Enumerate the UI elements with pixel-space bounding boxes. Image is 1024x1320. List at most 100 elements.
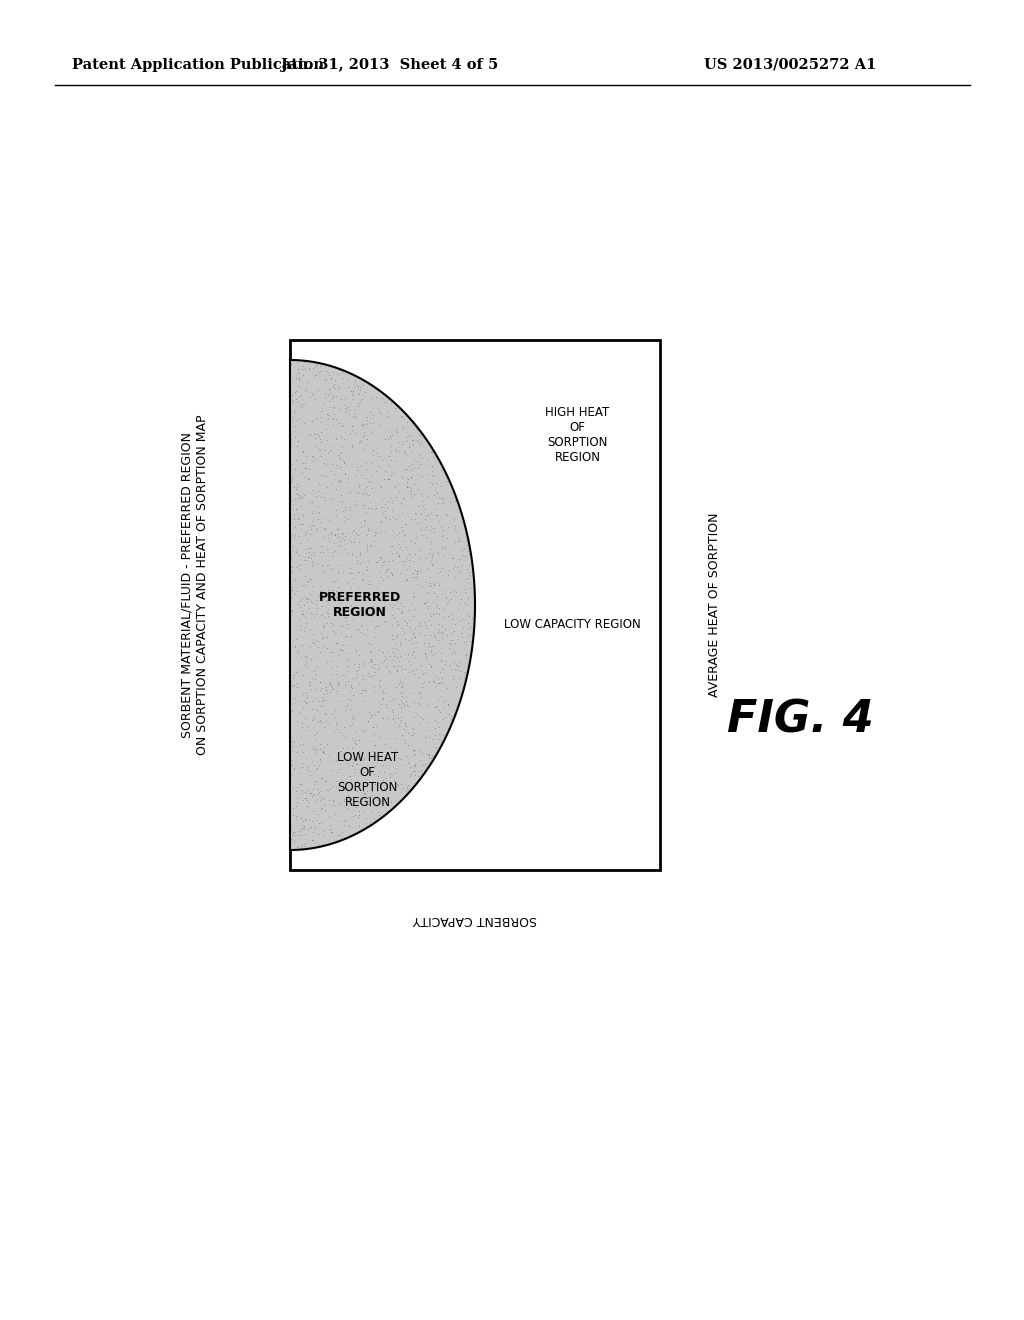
Point	[346, 531, 362, 552]
Point	[388, 774, 404, 795]
Point	[337, 401, 353, 422]
Point	[407, 755, 423, 776]
Point	[440, 560, 457, 581]
Point	[329, 762, 345, 783]
Point	[298, 539, 314, 560]
Point	[323, 820, 339, 841]
Point	[338, 499, 354, 520]
Point	[328, 478, 344, 499]
Point	[304, 550, 321, 572]
Point	[331, 673, 347, 694]
Point	[412, 682, 428, 704]
Point	[402, 531, 419, 552]
Point	[347, 466, 364, 487]
Point	[323, 656, 339, 677]
Point	[377, 461, 393, 482]
Point	[408, 502, 424, 523]
Point	[312, 440, 329, 461]
Point	[283, 586, 299, 607]
Point	[403, 632, 420, 653]
Point	[397, 570, 414, 591]
Point	[359, 458, 376, 479]
Point	[373, 548, 389, 569]
Point	[457, 668, 473, 689]
Point	[411, 612, 427, 634]
Point	[305, 446, 322, 467]
Point	[396, 668, 413, 689]
Point	[388, 638, 404, 659]
Point	[440, 590, 457, 611]
Point	[293, 774, 309, 795]
Point	[394, 725, 411, 746]
Point	[313, 554, 330, 576]
Point	[328, 656, 344, 677]
Point	[426, 626, 442, 647]
Point	[440, 516, 457, 537]
Point	[284, 524, 300, 545]
Point	[441, 704, 458, 725]
Point	[449, 660, 465, 681]
Point	[373, 566, 389, 587]
Point	[301, 636, 317, 657]
Point	[339, 737, 355, 758]
Point	[395, 442, 412, 463]
Point	[422, 636, 438, 657]
Point	[352, 780, 369, 801]
Point	[357, 719, 374, 741]
Point	[298, 549, 314, 570]
Point	[404, 606, 421, 627]
Point	[295, 603, 311, 624]
Point	[392, 781, 409, 803]
Point	[458, 644, 474, 665]
Point	[336, 429, 352, 450]
Point	[335, 561, 351, 582]
Point	[313, 622, 330, 643]
Point	[317, 690, 334, 711]
Point	[359, 477, 376, 498]
Point	[388, 543, 404, 564]
Point	[457, 545, 473, 566]
Point	[394, 416, 411, 437]
Point	[290, 507, 306, 528]
Point	[383, 436, 399, 457]
Point	[394, 487, 411, 508]
Point	[398, 444, 415, 465]
Point	[435, 524, 452, 545]
Point	[297, 645, 313, 667]
Point	[315, 635, 332, 656]
Point	[326, 404, 342, 425]
Point	[295, 752, 311, 774]
Point	[337, 626, 353, 647]
Point	[297, 392, 313, 413]
Point	[324, 663, 340, 684]
Point	[333, 603, 349, 624]
Point	[383, 440, 399, 461]
Point	[347, 371, 364, 392]
Point	[387, 475, 403, 496]
Point	[311, 781, 328, 803]
Point	[321, 818, 337, 840]
Point	[310, 630, 327, 651]
Point	[409, 560, 425, 581]
Point	[348, 660, 365, 681]
Point	[384, 628, 400, 649]
Point	[337, 387, 353, 408]
Point	[462, 577, 478, 598]
Point	[347, 495, 364, 516]
Point	[314, 536, 331, 557]
Point	[370, 397, 386, 418]
Point	[290, 554, 306, 576]
Point	[368, 387, 384, 408]
Point	[316, 517, 333, 539]
Point	[429, 696, 445, 717]
Point	[288, 388, 304, 409]
Point	[413, 424, 429, 445]
Point	[427, 479, 443, 500]
Point	[378, 721, 394, 742]
Point	[289, 498, 305, 519]
Point	[307, 355, 324, 376]
Point	[326, 706, 342, 727]
Point	[351, 656, 368, 677]
Point	[380, 508, 396, 529]
Point	[382, 762, 398, 783]
